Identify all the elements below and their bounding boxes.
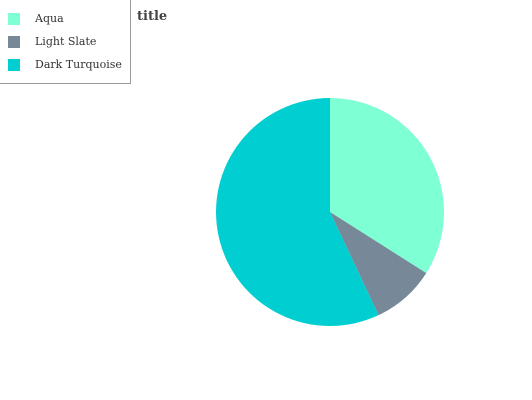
legend: Aqua Light Slate Dark Turquoise bbox=[0, 0, 131, 84]
legend-label-light-slate: Light Slate bbox=[35, 35, 97, 48]
pie-slice-light-slate bbox=[330, 212, 427, 316]
legend-label-aqua: Aqua bbox=[35, 12, 64, 25]
legend-swatch-light-slate bbox=[8, 36, 20, 48]
legend-swatch-dark-turquoise bbox=[8, 59, 20, 71]
legend-swatch-aqua bbox=[8, 13, 20, 25]
legend-label-dark-turquoise: Dark Turquoise bbox=[35, 58, 122, 71]
pie-slice-dark-turquoise bbox=[216, 98, 379, 326]
chart-title: title bbox=[137, 9, 168, 24]
pie-slice-aqua bbox=[330, 98, 444, 274]
